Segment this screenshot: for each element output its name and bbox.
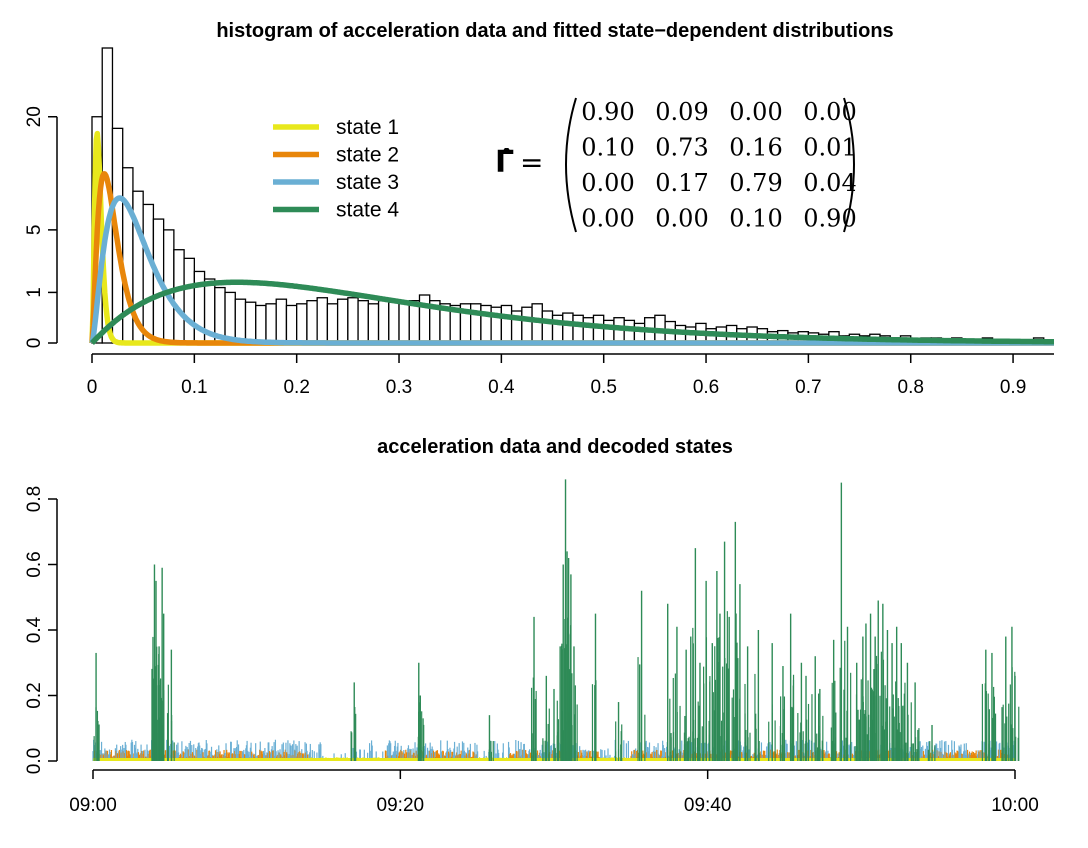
timeseries-title: acceleration data and decoded states	[377, 436, 733, 458]
legend-label-state-1: state 1	[336, 116, 399, 139]
histogram-bar-48	[582, 317, 595, 344]
equals-sign: =	[520, 146, 543, 179]
histogram-bar-18	[275, 298, 288, 344]
histogram-bar-25	[347, 297, 359, 344]
x-tick-label: 0.1	[181, 377, 207, 398]
histogram-bar-23	[326, 303, 339, 344]
matrix-cell-4-4: 0.90	[803, 205, 856, 233]
y-tick-label: 0.0	[24, 748, 45, 774]
histogram-bar-44	[541, 310, 554, 344]
matrix-cell-1-4: 0.00	[803, 98, 856, 126]
x-tick-label: 09:00	[69, 795, 117, 816]
x-tick-label: 0.2	[283, 377, 309, 398]
histogram-bar-14	[234, 298, 247, 344]
histogram-bar-22	[316, 297, 329, 344]
histogram-bar-27	[367, 303, 380, 344]
histogram-bar-40	[500, 304, 513, 344]
histogram-bar-13	[224, 291, 236, 344]
histogram-bar-8	[173, 249, 185, 344]
x-tick-label: 0.9	[1000, 377, 1026, 398]
y-tick-label: 5	[24, 225, 45, 236]
histogram-bar-30	[398, 303, 410, 344]
right-paren	[843, 97, 855, 233]
y-tick-label: 0.8	[24, 486, 45, 512]
matrix-cell-3-3: 0.79	[729, 169, 782, 197]
transition-matrix: Γ̂ = 0.90 0.09 0.00 0.00 0.10 0.73 0.16 0.01 0.0…	[495, 97, 857, 233]
histogram-bar-16	[255, 304, 267, 344]
density-curve-state-4	[90, 279, 1056, 345]
histogram-bar-21	[306, 300, 318, 344]
matrix-cell-3-1: 0.00	[581, 169, 634, 197]
y-tick-label: 20	[24, 106, 45, 127]
timeseries-y-axis: 0.0 0.2 0.4 0.6 0.8	[24, 486, 58, 774]
histogram-bar-47	[572, 314, 584, 344]
histogram-bar-42	[521, 306, 533, 344]
histogram-bar-46	[562, 312, 574, 344]
timeseries-x-axis: 09:00 09:20 09:40 10:00	[69, 769, 1039, 816]
matrix-cell-1-1: 0.90	[581, 98, 634, 126]
histogram-bar-53	[633, 322, 646, 344]
histogram-bar-26	[357, 300, 369, 344]
histogram-bar-17	[265, 303, 277, 344]
legend-label-state-4: state 4	[336, 199, 399, 222]
histogram-bar-52	[623, 319, 636, 344]
x-tick-label: 0	[87, 377, 98, 398]
gamma-hat-label: Γ̂	[495, 145, 514, 180]
histogram-x-axis: 0 0.1 0.2 0.3 0.4 0.5 0.6 0.7 0.8 0.9	[87, 353, 1054, 398]
histogram-panel: histogram of acceleration data and fitte…	[24, 20, 1056, 398]
x-tick-label: 0.4	[488, 377, 515, 398]
histogram-bar-5	[142, 203, 155, 344]
x-tick-label: 0.8	[898, 377, 924, 398]
histogram-title: histogram of acceleration data and fitte…	[216, 20, 893, 42]
matrix-cell-4-3: 0.10	[729, 205, 782, 233]
matrix-cell-3-2: 0.17	[655, 169, 708, 197]
matrix-cells: 0.90 0.09 0.00 0.00 0.10 0.73 0.16 0.01 0.00 0.17…	[581, 98, 856, 233]
histogram-bar-19	[285, 304, 298, 344]
matrix-cell-2-2: 0.73	[655, 134, 708, 162]
y-tick-label: 1	[24, 287, 45, 298]
y-tick-label: 0	[24, 338, 45, 349]
matrix-cell-4-2: 0.00	[655, 205, 708, 233]
left-paren	[565, 97, 577, 233]
histogram-y-axis: 0 1 5 20	[24, 106, 58, 349]
legend: state 1 state 2 state 3 state 4	[273, 116, 399, 222]
x-tick-label: 0.5	[590, 377, 616, 398]
legend-label-state-3: state 3	[336, 171, 399, 194]
density-curve-state-3	[89, 195, 1056, 346]
x-tick-label: 09:40	[684, 795, 732, 816]
matrix-cell-2-1: 0.10	[581, 134, 634, 162]
density-curves	[89, 130, 1056, 346]
histogram-bar-9	[183, 257, 195, 344]
matrix-cell-3-4: 0.04	[803, 169, 856, 197]
timeseries-panel: acceleration data and decoded states 09:…	[24, 436, 1039, 816]
histogram-bar-20	[296, 303, 308, 344]
histogram-bar-50	[603, 319, 615, 344]
y-tick-label: 0.6	[24, 551, 45, 577]
timeseries-lines	[92, 479, 1020, 761]
legend-label-state-2: state 2	[336, 144, 399, 167]
x-tick-label: 0.7	[795, 377, 821, 398]
x-tick-label: 0.6	[693, 377, 719, 398]
y-tick-label: 0.4	[24, 616, 45, 643]
matrix-cell-4-1: 0.00	[581, 205, 634, 233]
matrix-cell-2-4: 0.01	[803, 134, 856, 162]
histogram-bar-24	[336, 298, 349, 344]
x-tick-label: 0.3	[386, 377, 412, 398]
matrix-cell-2-3: 0.16	[729, 134, 782, 162]
histogram-bar-28	[377, 300, 390, 344]
x-tick-label: 09:20	[377, 795, 425, 816]
histogram-bar-29	[388, 301, 400, 344]
y-tick-label: 0.2	[24, 682, 45, 708]
matrix-cell-1-2: 0.09	[655, 98, 708, 126]
x-tick-label: 10:00	[991, 795, 1039, 816]
histogram-bar-15	[244, 301, 257, 344]
matrix-cell-1-3: 0.00	[729, 98, 782, 126]
